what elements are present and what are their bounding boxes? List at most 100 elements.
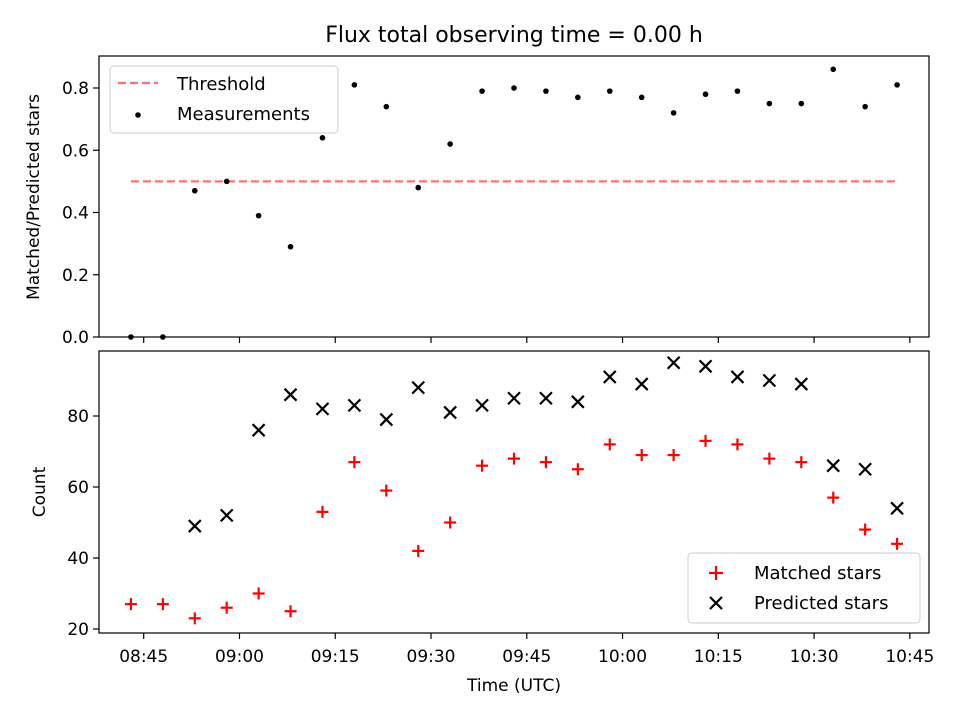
measurement-point [702,91,709,98]
measurement-point [191,187,198,194]
measurement-point [798,100,805,107]
predicted-star-point [379,412,394,427]
predicted-star-point [826,458,841,473]
bottom-xtick-label: 09:15 [311,647,360,667]
matched-star-point [220,601,233,614]
matched-star-point [124,598,137,611]
matched-star-point [827,491,840,504]
top-legend-box [109,65,339,134]
matched-star-point [188,612,201,625]
predicted-star-point [858,462,872,477]
matched-star-point [571,463,584,476]
legend-predicted-label: Predicted stars [754,593,888,614]
matched-star-point [539,456,552,469]
top-ytick-label: 0.4 [62,204,89,224]
predicted-star-point [219,508,234,523]
predicted-star-point [251,423,266,437]
matched-star-point [444,516,457,529]
bottom-ytick-label: 20 [67,620,89,640]
predicted-star-point [602,370,617,384]
matched-star-point [667,449,680,462]
measurement-point [351,82,358,88]
predicted-star-point [539,391,553,406]
bottom-panel: 20 40 60 80 08:45 09:00 09:15 09:30 09:45 10:00 1… [30,350,934,696]
top-ylabel: Matched/Predicted stars [24,94,44,300]
measurement-point [575,94,581,101]
predicted-star-point [443,405,457,420]
matched-star-point [508,452,520,465]
measurement-point [606,88,613,94]
matched-star-point [603,438,616,451]
top-ytick-label: 0.8 [62,79,89,99]
matched-star-point [731,438,744,451]
measurement-point [734,88,741,94]
predicted-star-point [315,402,330,416]
measurement-point [447,141,453,147]
predicted-star-point [475,398,489,413]
measurement-point [862,103,868,110]
bottom-xtick-label: 09:45 [502,647,551,667]
bottom-xlabel: Time (UTC) [466,676,561,696]
top-legend: Threshold Measurements [109,65,339,134]
legend-threshold-label: Threshold [176,74,266,95]
matched-star-point [284,605,297,618]
bottom-xtick-label: 10:00 [598,647,647,667]
measurement-point [543,88,549,94]
predicted-star-point [507,391,521,406]
legend-predicted-swatch [709,596,723,610]
matched-star-point [859,523,872,536]
matched-star-point [380,484,393,497]
bottom-xtick-label: 10:45 [885,647,934,667]
measurement-point [383,103,390,110]
legend-measurements-swatch [135,112,141,118]
bottom-xtick-label: 09:00 [215,647,264,667]
matched-star-point [699,434,712,447]
measurement-point [479,88,485,94]
matched-star-point [891,537,904,550]
bottom-xtick-label: 10:30 [790,647,839,667]
predicted-star-point [794,377,809,391]
chart-title: Flux total observing time = 0.00 h [325,23,703,48]
top-ytick-label: 0.0 [62,328,89,348]
top-ytick-label: 0.2 [62,266,89,286]
predicted-star-point [666,355,681,370]
bottom-ylabel: Count [30,466,50,517]
matched-star-point [348,456,361,469]
predicted-star-point [187,519,202,533]
predicted-star-point [698,359,713,374]
measurement-point [223,178,230,185]
measurement-point [319,135,326,141]
predicted-star-point [571,395,585,409]
measurement-point [511,85,517,91]
bottom-xtick-label: 08:45 [119,647,168,667]
matched-star-point [763,452,776,465]
predicted-star-point [890,501,904,516]
bottom-xtick-label: 09:30 [407,647,456,667]
measurement-point [670,110,677,116]
bottom-legend-box [687,552,921,624]
bottom-ytick-label: 60 [67,478,89,498]
top-ytick-label: 0.6 [62,141,89,161]
top-panel: 0.00.20.40.60.8 Matched/Predicted stars … [24,55,930,348]
predicted-star-point [347,398,362,413]
matched-star-point [795,456,808,469]
predicted-star-point [283,387,298,402]
matched-star-point [412,544,425,557]
bottom-ytick-label: 40 [67,549,89,569]
bottom-xtick-label: 10:15 [694,647,743,667]
legend-matched-label: Matched stars [754,563,881,584]
legend-matched-swatch [709,566,723,580]
matched-star-point [476,459,489,472]
measurement-point [287,243,294,250]
legend-measurements-label: Measurements [177,104,310,125]
bottom-plot-frame [98,350,930,634]
matched-star-point [156,598,169,611]
matched-star-point [252,587,265,600]
top-plot-frame [98,55,930,338]
matched-star-point [635,449,648,462]
predicted-star-point [411,380,426,395]
measurement-point [255,212,262,219]
predicted-star-point [634,377,649,391]
measurement-point [894,82,900,88]
